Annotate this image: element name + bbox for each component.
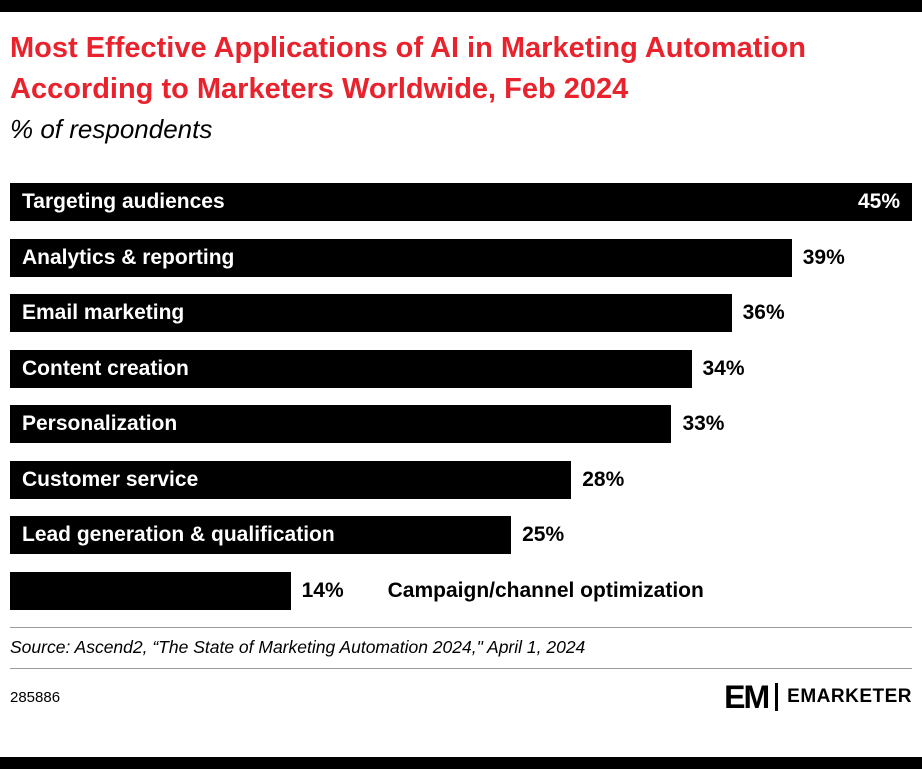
chart-title: Most Effective Applications of AI in Mar…	[10, 32, 806, 106]
bar-segment: Analytics & reporting	[10, 238, 792, 277]
emarketer-logo: EM EMARKETER	[724, 681, 912, 713]
bar-row: Customer service 28%	[10, 460, 912, 499]
footer: 285886 EM EMARKETER	[10, 669, 912, 723]
bar-value: 33%	[682, 412, 725, 436]
bar-segment: Personalization	[10, 405, 672, 444]
bar-segment	[10, 571, 291, 610]
bar-value: 14%	[301, 578, 344, 602]
bottom-accent-bar	[0, 757, 922, 769]
bar-label: Email marketing	[22, 301, 185, 325]
bar-label: Content creation	[22, 356, 189, 380]
bar-label: Targeting audiences	[22, 190, 225, 214]
bar-row: 14% Campaign/channel optimization	[10, 571, 912, 610]
source-note: Source: Ascend2, “The State of Marketing…	[10, 627, 912, 670]
chart-subtitle: % of respondents	[10, 114, 213, 145]
emarketer-logo-wordmark: EMARKETER	[787, 686, 912, 708]
bar-value: 36%	[742, 301, 785, 325]
bar-row: Lead generation & qualification 25%	[10, 516, 912, 555]
bar-segment: Content creation	[10, 349, 692, 388]
bar-row: Analytics & reporting 39%	[10, 238, 912, 277]
bar-segment: Email marketing	[10, 294, 732, 333]
bar-chart: Targeting audiences 45% Analytics & report…	[10, 183, 912, 610]
bar-label: Campaign/channel optimization	[387, 578, 704, 602]
bar-value: 34%	[702, 356, 745, 380]
bar-label: Analytics & reporting	[22, 245, 235, 269]
bar-label: Customer service	[22, 467, 199, 491]
bar-label: Personalization	[22, 412, 178, 436]
chart-card: Most Effective Applications of AI in Mar…	[0, 28, 922, 723]
bar-label: Lead generation & qualification	[22, 523, 335, 547]
bar-segment: Lead generation & qualification	[10, 516, 512, 555]
bar-row: Personalization 33%	[10, 405, 912, 444]
bar-value: 39%	[802, 245, 845, 269]
logo-divider	[775, 683, 779, 712]
bar-segment: Customer service	[10, 460, 572, 499]
bar-row: Targeting audiences 45%	[10, 183, 912, 222]
bar-value: 28%	[582, 467, 625, 491]
chart-id: 285886	[10, 688, 61, 706]
bar-row: Email marketing 36%	[10, 294, 912, 333]
bar-value: 25%	[522, 523, 565, 547]
emarketer-logo-mark: EM	[724, 679, 770, 716]
top-accent-bar	[0, 0, 922, 12]
bar-segment: Targeting audiences 45%	[10, 183, 912, 222]
bar-row: Content creation 34%	[10, 349, 912, 388]
bar-value: 45%	[857, 190, 900, 214]
